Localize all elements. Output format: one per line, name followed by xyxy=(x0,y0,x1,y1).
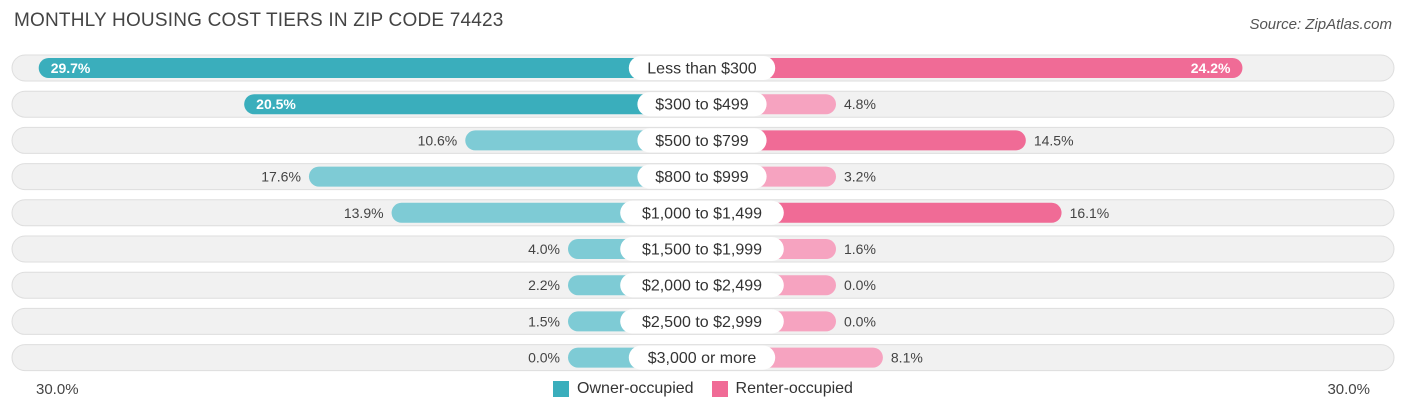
renter-bar xyxy=(702,202,1062,223)
owner-value-label: 0.0% xyxy=(528,350,560,366)
owner-value-label: 17.6% xyxy=(261,169,301,185)
renter-value-label: 8.1% xyxy=(891,350,923,366)
renter-value-label: 0.0% xyxy=(844,313,876,329)
category-pill xyxy=(637,128,767,153)
category-pill xyxy=(620,273,784,298)
owner-swatch-icon xyxy=(553,381,570,397)
category-label: $500 to $799 xyxy=(655,133,749,150)
legend-renter-label: Renter-occupied xyxy=(735,380,853,397)
renter-value-label: 1.6% xyxy=(844,241,876,257)
owner-value-label: 2.2% xyxy=(528,277,560,293)
renter-bar xyxy=(702,58,1243,78)
category-pill xyxy=(620,237,784,261)
legend: Owner-occupied Renter-occupied xyxy=(0,380,1406,398)
category-label: $2,000 to $2,499 xyxy=(642,278,762,295)
renter-bar xyxy=(702,130,1026,151)
category-pill xyxy=(637,164,767,189)
category-label: $300 to $499 xyxy=(655,97,749,114)
category-label: $2,500 to $2,999 xyxy=(642,314,762,331)
source-label: Source: ZipAtlas.com xyxy=(1249,16,1392,33)
category-pill xyxy=(620,309,784,334)
owner-value-label: 13.9% xyxy=(344,205,384,221)
renter-swatch-icon xyxy=(711,381,728,397)
renter-value-label: 3.2% xyxy=(844,169,876,185)
owner-value-label: 4.0% xyxy=(528,241,560,257)
owner-bar xyxy=(244,94,702,115)
category-label: Less than $300 xyxy=(647,61,757,78)
legend-owner-label: Owner-occupied xyxy=(577,380,694,397)
axis-left-label: 30.0% xyxy=(36,381,79,398)
category-pill xyxy=(628,56,776,80)
owner-value-label: 1.5% xyxy=(528,313,560,329)
renter-value-label: 14.5% xyxy=(1034,132,1074,148)
owner-bar xyxy=(308,166,702,187)
renter-value-label: 16.1% xyxy=(1070,205,1110,221)
renter-value-label: 4.8% xyxy=(844,96,876,112)
owner-value-label: 20.5% xyxy=(256,96,296,112)
renter-value-label: 24.2% xyxy=(1191,60,1231,76)
owner-value-label: 10.6% xyxy=(418,132,458,148)
category-label: $1,000 to $1,499 xyxy=(642,205,762,222)
legend-owner: Owner-occupied xyxy=(553,380,694,398)
category-pill xyxy=(620,200,784,225)
category-label: $1,500 to $1,999 xyxy=(642,242,762,259)
category-label: $3,000 or more xyxy=(648,350,757,367)
owner-value-label: 29.7% xyxy=(51,60,91,76)
owner-bar xyxy=(38,58,702,78)
axis-right-label: 30.0% xyxy=(1327,381,1370,398)
legend-renter: Renter-occupied xyxy=(711,380,853,398)
category-pill xyxy=(637,92,767,117)
chart-area: 29.7% 24.2% Less than $300 20.5% 4.8% $300 to… xyxy=(11,54,1395,372)
renter-value-label: 0.0% xyxy=(844,277,876,293)
category-label: $800 to $999 xyxy=(655,169,749,186)
chart-title: MONTHLY HOUSING COST TIERS IN ZIP CODE 7… xyxy=(14,10,504,31)
category-pill xyxy=(628,345,776,370)
